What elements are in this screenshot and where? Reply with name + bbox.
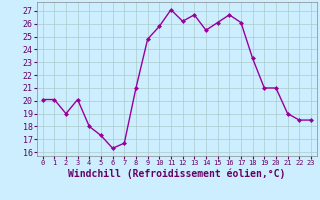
X-axis label: Windchill (Refroidissement éolien,°C): Windchill (Refroidissement éolien,°C) [68,169,285,179]
